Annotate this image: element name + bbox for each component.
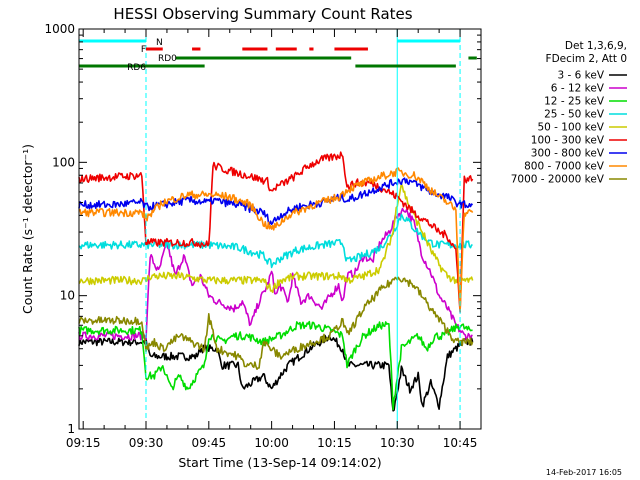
x-tick-label: 10:30 [380, 436, 415, 450]
series-line [78, 334, 474, 412]
flag-rd6: RD6 [79, 63, 456, 73]
flag-label: RD0 [158, 54, 177, 64]
series-line [78, 276, 474, 371]
flag-rd0: RD0 [158, 54, 477, 64]
y-tick-label: 1000 [44, 22, 75, 36]
series-line [78, 213, 473, 269]
x-axis-label: Start Time (13-Sep-14 09:14:02) [178, 455, 381, 470]
x-tick-label: 09:15 [66, 436, 101, 450]
y-tick-label: 10 [60, 289, 75, 303]
legend-label: 100 - 300 keV [531, 135, 605, 147]
x-tick-label: 10:45 [443, 436, 478, 450]
series-3-6-kev [78, 334, 474, 412]
legend-label: 12 - 25 keV [544, 96, 605, 108]
flag-label: N [156, 38, 163, 48]
timestamp: 14-Feb-2017 16:05 [546, 468, 622, 477]
legend-label: 6 - 12 keV [551, 83, 605, 95]
x-tick-label: 10:00 [254, 436, 289, 450]
series-line [78, 320, 473, 411]
legend-label: 300 - 800 keV [531, 148, 605, 160]
legend-label: 800 - 7000 keV [524, 161, 605, 173]
x-axis: 09:15 09:30 09:45 10:00 10:15 10:30 10:45 [66, 29, 482, 450]
plot-frame [78, 28, 482, 430]
legend-label: 50 - 100 keV [537, 122, 604, 134]
y-tick-label: 1 [67, 422, 75, 436]
series-7000-20000-kev [78, 276, 474, 371]
x-tick-label: 09:30 [129, 436, 164, 450]
series-50-100-kev [78, 183, 474, 294]
y-tick-label: 100 [52, 155, 75, 169]
series-300-800-kev [78, 177, 474, 226]
legend-label: 7000 - 20000 keV [511, 174, 605, 186]
chart-title: HESSI Observing Summary Count Rates [113, 5, 412, 23]
series-12-25-kev [78, 320, 473, 411]
flag-label: F [141, 45, 146, 55]
flag-f: F [141, 45, 368, 55]
legend-label: 25 - 50 keV [544, 109, 605, 121]
series-line [78, 183, 474, 294]
x-tick-label: 09:45 [192, 436, 227, 450]
y-axis: 1 10 100 1000 [44, 22, 481, 436]
x-tick-label: 10:15 [317, 436, 352, 450]
legend-label: 3 - 6 keV [557, 70, 604, 82]
plot-area: NF RD0 RD6 [78, 29, 477, 429]
series-100-300-kev [78, 151, 474, 314]
series-line [78, 151, 474, 314]
series-line [78, 177, 474, 226]
flag-n: N [79, 38, 461, 48]
legend-header: Det 1,3,6,9, [565, 40, 627, 52]
series-line [78, 167, 474, 312]
y-axis-label: Count Rate (s⁻¹ detector⁻¹) [20, 144, 35, 314]
flag-label: RD6 [127, 63, 146, 73]
legend-header: FDecim 2, Att 0 [546, 53, 627, 65]
series-25-50-kev [78, 213, 473, 269]
series-800-7000-kev [78, 167, 474, 312]
